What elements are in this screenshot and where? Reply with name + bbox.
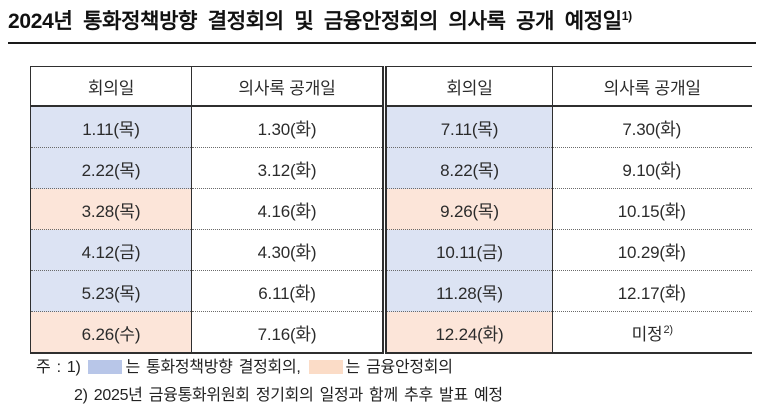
release-date-cell: 12.17(화) bbox=[552, 270, 752, 312]
meeting-date: 2.22(목) bbox=[81, 160, 141, 180]
legend-swatch-mpc bbox=[88, 360, 123, 374]
release-date: 10.29(화) bbox=[617, 242, 686, 262]
meeting-date-cell: 3.28(목) bbox=[30, 188, 192, 230]
page-title: 2024년 통화정책방향 결정회의 및 금융안정회의 의사록 공개 예정일1) bbox=[8, 5, 756, 44]
footnotes: 주 : 1) 는 통화정책방향 결정회의, 는 금융안정회의 2) 2025년 금융… bbox=[36, 353, 503, 405]
meeting-date: 8.22(목) bbox=[440, 160, 499, 180]
release-date: 9.10(화) bbox=[622, 160, 682, 180]
page-title-footnote-marker: 1) bbox=[621, 9, 632, 23]
release-date-cell: 6.11(화) bbox=[191, 270, 385, 312]
table-row: 5.23(목) 6.11(화) 11.28(목) 12.17(화) bbox=[30, 270, 752, 312]
release-date: 미정 bbox=[631, 324, 663, 344]
header-release-date-left: 의사록 공개일 bbox=[191, 66, 385, 107]
footnote-prefix: 주 : 1) bbox=[36, 359, 81, 376]
meeting-date-cell: 1.11(목) bbox=[30, 106, 192, 148]
meeting-date: 10.11(금) bbox=[436, 242, 503, 262]
release-date-cell: 7.16(화) bbox=[191, 311, 385, 354]
meeting-date: 5.23(목) bbox=[81, 283, 141, 303]
table-row: 6.26(수) 7.16(화) 12.24(화) 미정2) bbox=[30, 311, 752, 354]
legend-swatch-fsm bbox=[308, 360, 343, 374]
release-date: 4.16(화) bbox=[257, 201, 317, 221]
schedule-table-container: 회의일 의사록 공개일 회의일 의사록 공개일 1.11(목) 1.30(화) … bbox=[30, 66, 752, 354]
meeting-date: 9.26(목) bbox=[440, 201, 499, 221]
meeting-date: 12.24(화) bbox=[435, 324, 504, 344]
table-row: 1.11(목) 1.30(화) 7.11(목) 7.30(화) bbox=[30, 106, 752, 148]
release-date-cell: 10.29(화) bbox=[552, 229, 752, 271]
release-date: 4.30(화) bbox=[257, 242, 317, 262]
meeting-date-cell: 8.22(목) bbox=[382, 147, 553, 189]
meeting-date-cell: 9.26(목) bbox=[382, 188, 553, 230]
meeting-date-cell: 12.24(화) bbox=[382, 311, 553, 354]
meeting-date: 1.11(목) bbox=[82, 119, 140, 139]
header-meeting-date-left: 회의일 bbox=[30, 66, 192, 107]
footnote-2: 2) 2025년 금융통화위원회 정기회의 일정과 함께 추후 발표 예정 bbox=[74, 387, 503, 404]
meeting-date-cell: 11.28(목) bbox=[382, 270, 553, 312]
footnote-1: 주 : 1) 는 통화정책방향 결정회의, 는 금융안정회의 bbox=[36, 353, 503, 377]
table-row: 3.28(목) 4.16(화) 9.26(목) 10.15(화) bbox=[30, 188, 752, 230]
release-date-cell: 10.15(화) bbox=[552, 188, 752, 230]
release-date: 6.11(화) bbox=[258, 283, 316, 303]
release-date: 1.30(화) bbox=[257, 119, 317, 139]
header-release-date-right: 의사록 공개일 bbox=[552, 66, 752, 107]
table-row: 2.22(목) 3.12(화) 8.22(목) 9.10(화) bbox=[30, 147, 752, 189]
header-row: 회의일 의사록 공개일 회의일 의사록 공개일 bbox=[30, 66, 752, 107]
release-date: 7.30(화) bbox=[622, 119, 682, 139]
release-date-cell: 미정2) bbox=[552, 311, 752, 354]
release-date-footnote-marker: 2) bbox=[663, 323, 674, 336]
meeting-date: 11.28(목) bbox=[436, 283, 503, 303]
release-date: 10.15(화) bbox=[617, 201, 686, 221]
release-date: 12.17(화) bbox=[617, 283, 686, 303]
meeting-date: 6.26(수) bbox=[81, 324, 141, 344]
release-date: 7.16(화) bbox=[257, 324, 317, 344]
release-date: 3.12(화) bbox=[257, 160, 317, 180]
meeting-date-cell: 7.11(목) bbox=[382, 106, 553, 148]
meeting-date: 4.12(금) bbox=[81, 242, 141, 262]
meeting-date-cell: 4.12(금) bbox=[30, 229, 192, 271]
legend-fsm-label: 는 금융안정회의 bbox=[345, 359, 453, 376]
release-date-cell: 4.30(화) bbox=[191, 229, 385, 271]
release-date-cell: 3.12(화) bbox=[191, 147, 385, 189]
release-date-cell: 9.10(화) bbox=[552, 147, 752, 189]
schedule-table: 회의일 의사록 공개일 회의일 의사록 공개일 1.11(목) 1.30(화) … bbox=[30, 66, 752, 354]
release-date-cell: 7.30(화) bbox=[552, 106, 752, 148]
meeting-date-cell: 5.23(목) bbox=[30, 270, 192, 312]
page-title-text: 2024년 통화정책방향 결정회의 및 금융안정회의 의사록 공개 예정일 bbox=[8, 10, 622, 33]
release-date-cell: 4.16(화) bbox=[191, 188, 385, 230]
meeting-date-cell: 2.22(목) bbox=[30, 147, 192, 189]
meeting-date: 7.11(목) bbox=[440, 119, 499, 139]
meeting-date-cell: 6.26(수) bbox=[30, 311, 192, 354]
meeting-date-cell: 10.11(금) bbox=[382, 229, 553, 271]
table-row: 4.12(금) 4.30(화) 10.11(금) 10.29(화) bbox=[30, 229, 752, 271]
release-date-cell: 1.30(화) bbox=[191, 106, 385, 148]
header-meeting-date-right: 회의일 bbox=[382, 66, 553, 107]
meeting-date: 3.28(목) bbox=[81, 201, 141, 221]
legend-mpc-label: 는 통화정책방향 결정회의, bbox=[125, 359, 301, 376]
